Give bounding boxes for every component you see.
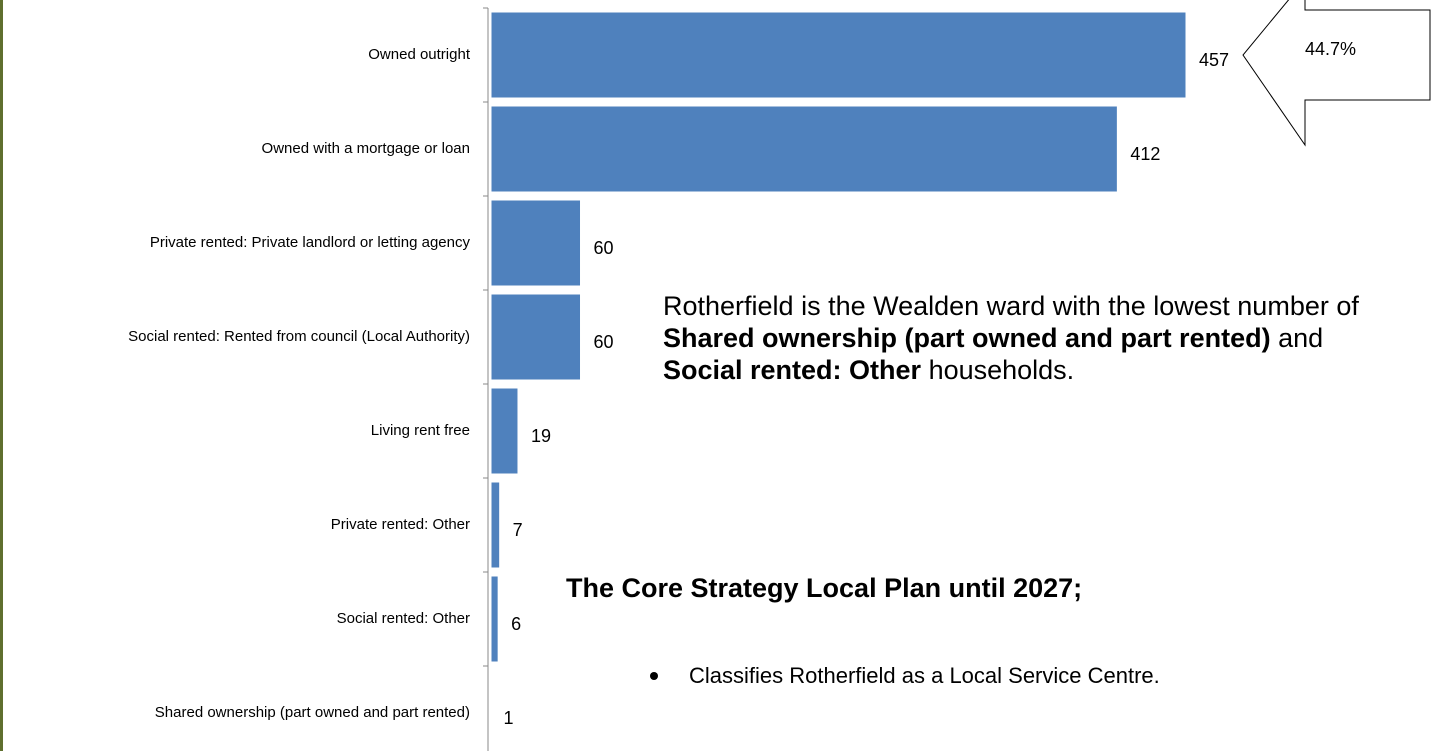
value-label: 457 [1199,50,1229,70]
page-border [0,0,3,751]
bar [488,385,521,477]
value-label: 60 [594,332,614,352]
category-label: Owned with a mortgage or loan [262,140,470,157]
category-label: Social rented: Other [337,610,470,627]
bar [488,479,503,571]
bar [488,9,1189,101]
bullet-list: Classifies Rotherfield as a Local Servic… [650,663,1160,689]
callout-arrow [1242,0,1431,147]
value-label: 19 [531,426,551,446]
category-label: Owned outright [368,46,471,63]
bullet-item: Classifies Rotherfield as a Local Servic… [650,663,1160,689]
bar [488,667,494,751]
text: and [1270,323,1331,353]
value-label: 7 [513,520,523,540]
bar [488,103,1120,195]
value-label: 412 [1130,144,1160,164]
category-label: Living rent free [371,422,470,439]
value-label: 1 [504,708,514,728]
category-label: Private rented: Other [331,516,470,533]
category-label: Shared ownership (part owned and part re… [155,704,470,721]
text: households. [921,355,1075,385]
paragraph: Rotherfield is the Wealden ward with the… [663,290,1403,386]
value-label: 60 [594,238,614,258]
heading: The Core Strategy Local Plan until 2027; [566,573,1083,603]
bar [488,573,501,665]
text: Rotherfield is the Wealden ward with the… [663,291,1367,321]
bar [488,291,584,383]
category-label: Private rented: Private landlord or lett… [150,234,471,251]
bold-text: Social rented: Other [663,355,922,385]
category-label: Social rented: Rented from council (Loca… [128,328,470,345]
value-label: 6 [511,614,521,634]
bar [488,197,584,289]
bold-text: Shared ownership (part owned and part re… [663,323,1271,353]
callout-label: 44.7% [1305,39,1356,59]
